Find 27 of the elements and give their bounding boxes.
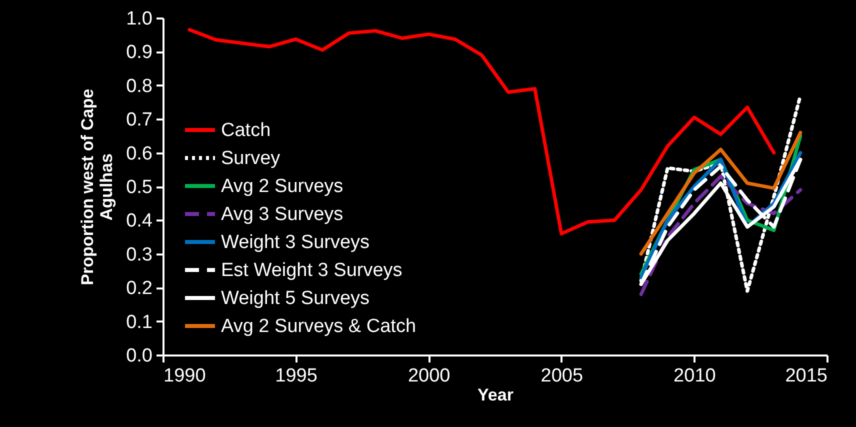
x-tick-label: 1990: [164, 366, 206, 386]
legend-label: Catch: [221, 120, 271, 141]
y-tick-label: 0.9: [126, 42, 152, 64]
y-tick-label: 0.4: [126, 210, 153, 232]
x-tick-label: 2010: [674, 366, 716, 386]
legend-label: Avg 2 Surveys & Catch: [221, 316, 416, 337]
x-tick-label: 2000: [408, 366, 450, 386]
legend-label: Est Weight 3 Surveys: [221, 260, 402, 281]
y-tick-label: 0.6: [126, 143, 152, 164]
legend-label: Avg 2 Surveys: [221, 176, 344, 197]
y-tick-label: 0.8: [126, 76, 152, 97]
y-tick-label: 0.7: [126, 110, 152, 131]
y-tick-label: 0.1: [126, 312, 152, 333]
y-tick-label: 0.3: [126, 244, 152, 266]
legend-label: Weight 5 Surveys: [221, 288, 370, 309]
legend-label: Avg 3 Surveys: [221, 204, 344, 225]
legend-label: Weight 3 Surveys: [221, 232, 370, 253]
legend-label: Survey: [221, 148, 281, 169]
x-tick-label: 2015: [785, 366, 828, 386]
y-tick-label: 0.2: [126, 278, 152, 300]
x-axis-title: Year: [478, 386, 514, 404]
y-axis-title: Proportion west of Cape Agulhas: [78, 88, 116, 286]
y-tick-label: 0.5: [126, 177, 152, 198]
y-tick-label: 0.0: [126, 346, 152, 366]
y-tick-label: 1.0: [126, 8, 152, 30]
x-tick-label: 2005: [540, 366, 584, 386]
x-tick-label: 1995: [275, 366, 318, 386]
